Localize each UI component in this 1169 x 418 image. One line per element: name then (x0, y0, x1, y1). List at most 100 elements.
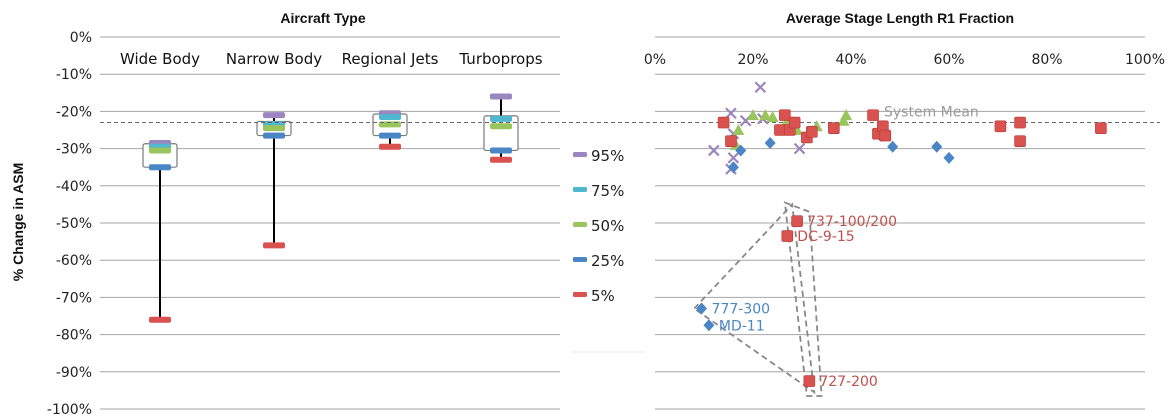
point-25pct (931, 140, 943, 153)
legend-label: 95% (591, 147, 624, 165)
point-25pct (703, 319, 715, 332)
outline-narrowbody (783, 201, 823, 397)
system-mean-label: System Mean (884, 105, 979, 121)
box-marker (490, 156, 512, 163)
point-50pct (837, 114, 850, 126)
category-label: Turboprops (458, 50, 542, 68)
annotation-label: 777-300 (712, 302, 771, 318)
system-mean-line: System Mean (100, 105, 1160, 124)
y-tick-labels: 0% -10% -20% -30% -40% -50% -60% -70% -80% -90% -1… (47, 30, 92, 418)
y-tick-label: -20% (56, 104, 92, 120)
y-tick-label: -40% (56, 179, 92, 195)
point-95pct (754, 81, 767, 93)
x-tick-labels: 0% 20% 40% 60% 80% 100% (644, 52, 1165, 68)
box-marker (263, 132, 285, 139)
x-tick-label: 80% (1031, 52, 1062, 68)
y-tick-label: -70% (56, 290, 92, 306)
y-tick-label: -50% (56, 216, 92, 232)
point-5pct (717, 116, 730, 129)
left-gridlines (100, 36, 560, 410)
annotation-label: 737-100/200 (807, 214, 897, 230)
category-label: Regional Jets (342, 50, 439, 68)
point-5pct (867, 109, 879, 121)
legend-label: 75% (591, 182, 624, 200)
point-25pct (764, 137, 776, 150)
box-marker (490, 93, 512, 100)
legend-swatch (573, 292, 587, 297)
annotation-label: DC-9-15 (797, 229, 854, 245)
outline-widebody (692, 202, 816, 395)
y-tick-label: -100% (47, 402, 92, 418)
percentile-legend: 95% 75% 50% 25% 5% (572, 147, 645, 353)
y-axis-label: % Change in ASM (10, 163, 26, 282)
x-tick-label: 0% (644, 52, 666, 68)
point-5pct (791, 215, 803, 227)
y-tick-label: -10% (56, 67, 92, 83)
point-95pct (708, 144, 720, 157)
point-5pct (803, 375, 816, 387)
point-95pct (725, 107, 737, 120)
point-50pct (759, 109, 772, 121)
legend-swatch (573, 257, 587, 262)
y-tick-label: 0% (70, 30, 92, 46)
box-marker (263, 125, 285, 132)
point-5pct (788, 116, 801, 129)
box-marker (490, 147, 512, 154)
aircraft-type-title: Aircraft Type (280, 10, 366, 26)
point-5pct (781, 230, 794, 242)
category-label: Narrow Body (226, 50, 322, 68)
point-50pct (747, 109, 759, 121)
annotation-label: MD-11 (719, 318, 765, 334)
point-50pct (766, 110, 779, 122)
point-95pct (727, 152, 740, 164)
point-25pct (887, 140, 899, 153)
y-tick-label: -60% (56, 253, 92, 269)
box-marker (149, 316, 171, 323)
point-5pct (1014, 135, 1026, 147)
point-5pct (725, 135, 737, 147)
point-25pct (943, 151, 955, 164)
point-25pct (727, 161, 739, 174)
point-5pct (879, 129, 892, 142)
point-5pct (994, 120, 1007, 133)
stage-length-title: Average Stage Length R1 Fraction (786, 10, 1014, 26)
box-marker (490, 123, 512, 130)
point-25pct (735, 144, 747, 157)
point-25pct (696, 302, 708, 315)
box-marker (149, 164, 171, 171)
box-marker (263, 112, 285, 119)
point-5pct (828, 122, 840, 134)
legend-label: 5% (591, 287, 615, 305)
legend-swatch (573, 187, 587, 192)
legend-swatch (573, 152, 587, 157)
point-5pct (805, 126, 818, 138)
point-5pct (1014, 116, 1026, 129)
annotation-label: 727-200 (819, 374, 878, 390)
legend-swatch (573, 222, 587, 227)
outlier-outlines (692, 201, 823, 397)
box-marker (490, 115, 512, 122)
y-tick-label: -80% (56, 328, 92, 344)
x-tick-label: 60% (933, 52, 964, 68)
box-marker (263, 242, 285, 249)
right-gridlines (655, 36, 1145, 410)
category-labels: Wide Body Narrow Body Regional Jets Turbopr… (120, 50, 543, 68)
legend-label: 50% (591, 217, 624, 235)
scatter-points (696, 81, 1107, 387)
x-tick-label: 20% (737, 52, 768, 68)
y-tick-label: -90% (56, 365, 92, 381)
box-marker (379, 132, 401, 139)
point-50pct (732, 124, 745, 135)
point-5pct (774, 124, 786, 136)
x-tick-label: 100% (1125, 52, 1165, 68)
legend-label: 25% (591, 252, 624, 270)
box-marker (379, 143, 401, 150)
x-tick-label: 40% (835, 52, 866, 68)
point-95pct (793, 142, 806, 155)
category-label: Wide Body (120, 50, 200, 68)
box-marker (149, 147, 171, 154)
point-5pct (1095, 122, 1107, 134)
y-tick-label: -30% (56, 142, 92, 158)
